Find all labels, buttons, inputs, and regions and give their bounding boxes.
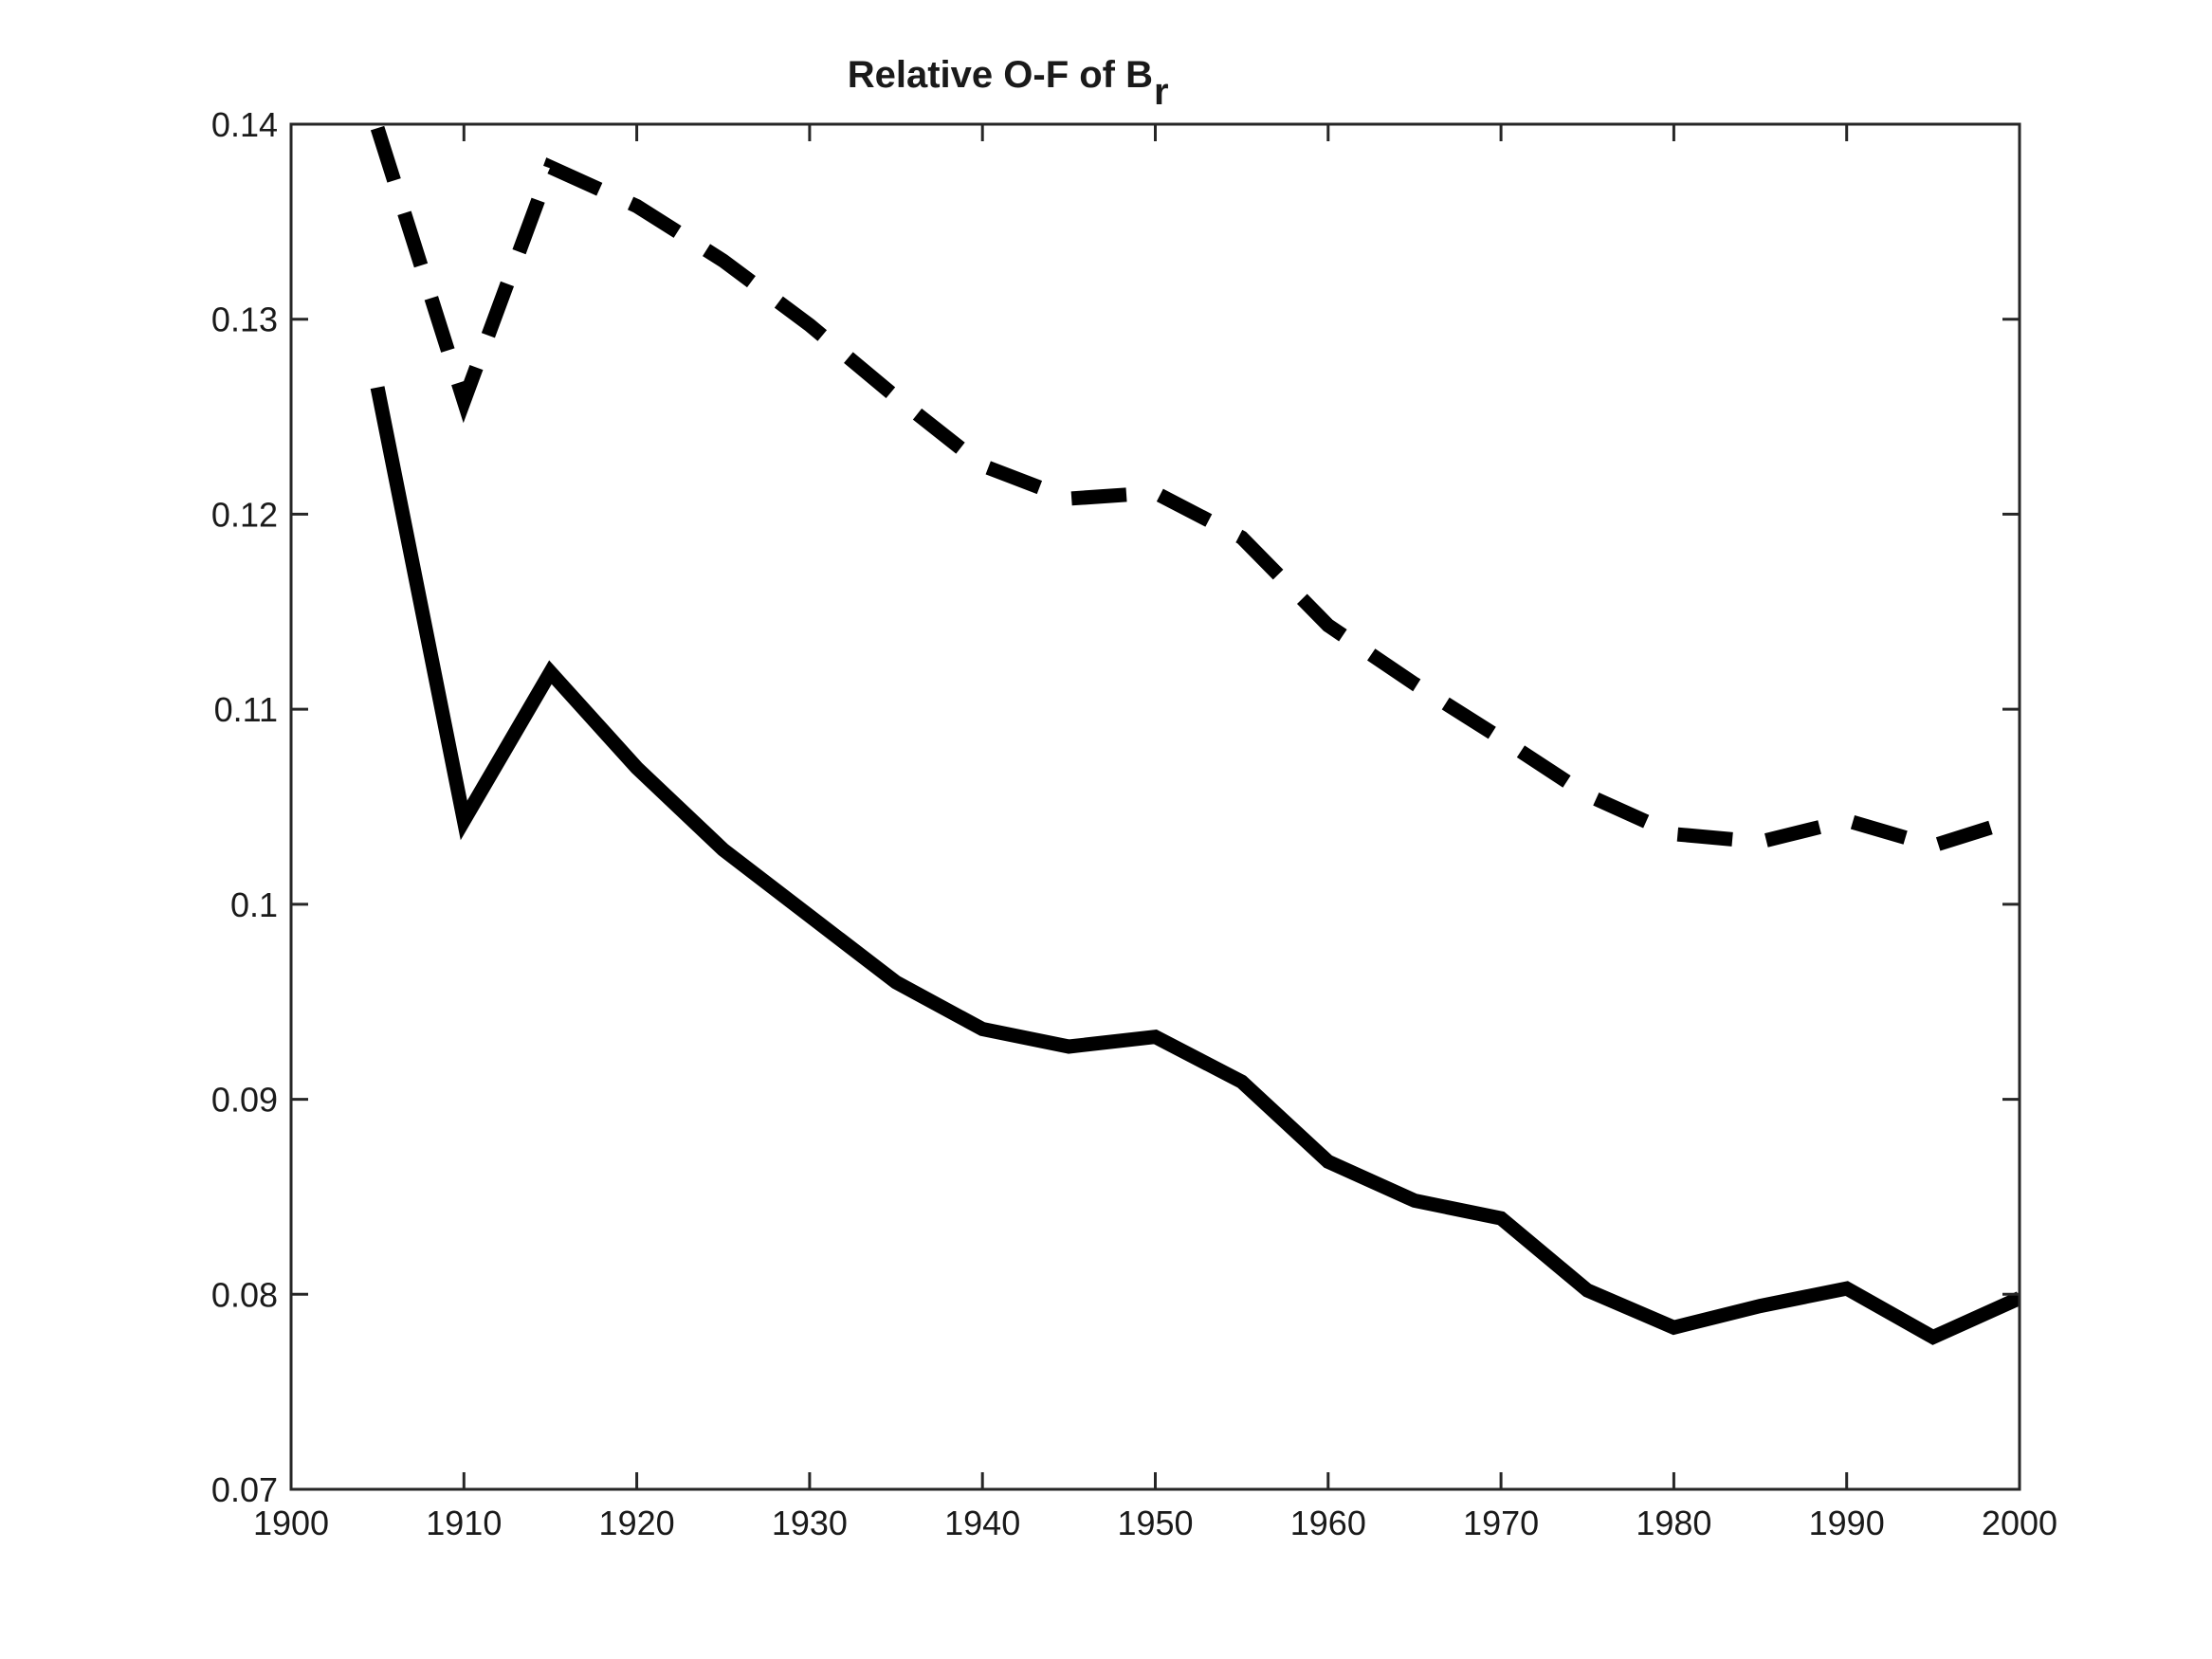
- x-tick-label: 2000: [1982, 1504, 2057, 1542]
- y-tick-label: 0.12: [211, 495, 278, 534]
- x-tick-label: 1960: [1290, 1504, 1366, 1542]
- x-tick-label: 1970: [1463, 1504, 1539, 1542]
- y-tick-label: 0.13: [211, 301, 278, 339]
- x-tick-label: 1980: [1636, 1504, 1711, 1542]
- x-tick-label: 1910: [426, 1504, 502, 1542]
- y-tick-label: 0.14: [211, 105, 278, 144]
- y-tick-label: 0.08: [211, 1275, 278, 1314]
- axes-box: [289, 122, 2021, 1491]
- x-tick-label: 1900: [253, 1504, 329, 1542]
- y-tick-label: 0.07: [211, 1470, 278, 1509]
- chart-title: Relative O-F of B: [848, 54, 1153, 96]
- chart-title-subscript: r: [1154, 71, 1169, 113]
- y-tick-label: 0.1: [230, 885, 278, 924]
- series-line-solid: [370, 386, 2020, 1345]
- series-line-dashed: [370, 125, 2020, 853]
- x-tick-label: 1940: [944, 1504, 1020, 1542]
- x-tick-label: 1920: [599, 1504, 675, 1542]
- x-tick-label: 1990: [1809, 1504, 1885, 1542]
- series-layer: [370, 125, 2020, 1345]
- axes-layer: 1900 1910 1920 1930 1940 1950 1960 1970 1980 1990…: [211, 105, 2057, 1542]
- x-tick-label: 1950: [1117, 1504, 1193, 1542]
- plot-area: [370, 125, 2020, 1345]
- x-tick-label: 1930: [772, 1504, 848, 1542]
- y-tick-label: 0.11: [214, 690, 278, 729]
- y-tick-label: 0.09: [211, 1081, 278, 1120]
